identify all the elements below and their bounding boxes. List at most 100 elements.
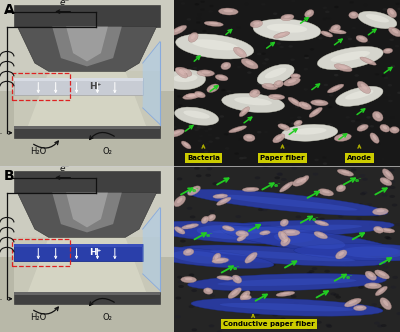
Ellipse shape: [179, 0, 184, 1]
Bar: [14, 78, 143, 81]
Ellipse shape: [274, 81, 284, 88]
Ellipse shape: [220, 199, 227, 203]
Ellipse shape: [238, 105, 243, 107]
Ellipse shape: [346, 36, 351, 39]
Ellipse shape: [296, 242, 302, 245]
Ellipse shape: [178, 281, 183, 284]
Ellipse shape: [200, 126, 204, 129]
Ellipse shape: [182, 224, 198, 229]
Ellipse shape: [380, 228, 395, 233]
Ellipse shape: [194, 128, 199, 131]
Ellipse shape: [330, 58, 334, 61]
Ellipse shape: [199, 49, 203, 52]
Ellipse shape: [250, 89, 260, 97]
Ellipse shape: [191, 298, 383, 316]
Ellipse shape: [248, 301, 253, 304]
Ellipse shape: [283, 184, 290, 189]
Ellipse shape: [386, 49, 390, 51]
Ellipse shape: [339, 65, 348, 69]
Ellipse shape: [301, 248, 306, 251]
Ellipse shape: [238, 41, 242, 43]
Ellipse shape: [312, 231, 317, 234]
Ellipse shape: [364, 14, 368, 16]
Ellipse shape: [336, 40, 340, 42]
Ellipse shape: [212, 225, 362, 233]
Ellipse shape: [341, 171, 350, 174]
Ellipse shape: [384, 229, 391, 231]
Ellipse shape: [216, 197, 231, 206]
Ellipse shape: [215, 255, 218, 259]
Ellipse shape: [316, 321, 322, 324]
Ellipse shape: [280, 182, 293, 192]
Ellipse shape: [390, 116, 394, 119]
Ellipse shape: [270, 110, 274, 112]
Ellipse shape: [280, 318, 286, 321]
Ellipse shape: [272, 232, 278, 235]
Ellipse shape: [239, 138, 244, 140]
Ellipse shape: [236, 26, 241, 29]
Ellipse shape: [266, 223, 271, 226]
Ellipse shape: [224, 9, 233, 12]
Ellipse shape: [346, 116, 350, 119]
Ellipse shape: [239, 107, 250, 117]
Ellipse shape: [382, 194, 388, 197]
Ellipse shape: [229, 291, 234, 294]
Ellipse shape: [347, 95, 352, 97]
Ellipse shape: [194, 91, 205, 98]
Ellipse shape: [228, 288, 241, 298]
Ellipse shape: [197, 126, 201, 129]
Ellipse shape: [291, 295, 297, 298]
Ellipse shape: [281, 178, 287, 181]
Ellipse shape: [288, 45, 293, 48]
Text: H₂O: H₂O: [30, 146, 46, 156]
Ellipse shape: [185, 278, 192, 280]
Ellipse shape: [351, 120, 355, 123]
Ellipse shape: [189, 94, 196, 96]
Ellipse shape: [195, 109, 200, 112]
Ellipse shape: [322, 156, 326, 159]
Ellipse shape: [253, 22, 259, 25]
Bar: [14, 126, 160, 129]
Ellipse shape: [315, 30, 320, 32]
Ellipse shape: [383, 271, 389, 274]
Ellipse shape: [325, 11, 330, 13]
Ellipse shape: [333, 30, 342, 32]
Ellipse shape: [360, 123, 365, 125]
Ellipse shape: [278, 33, 286, 36]
Ellipse shape: [188, 186, 200, 196]
Text: A: A: [4, 3, 14, 17]
Ellipse shape: [264, 44, 269, 47]
Ellipse shape: [286, 31, 291, 33]
Ellipse shape: [260, 231, 270, 235]
Ellipse shape: [224, 133, 228, 135]
Ellipse shape: [334, 24, 338, 26]
Ellipse shape: [380, 111, 385, 113]
Ellipse shape: [345, 90, 374, 100]
Ellipse shape: [310, 48, 314, 50]
Ellipse shape: [385, 186, 390, 189]
Ellipse shape: [170, 25, 187, 35]
Ellipse shape: [358, 204, 364, 207]
Ellipse shape: [262, 231, 268, 233]
Ellipse shape: [197, 70, 214, 76]
Ellipse shape: [326, 324, 331, 327]
Ellipse shape: [173, 131, 180, 134]
Ellipse shape: [191, 193, 196, 196]
Ellipse shape: [395, 223, 400, 226]
Ellipse shape: [372, 111, 383, 121]
Ellipse shape: [183, 93, 200, 100]
Ellipse shape: [361, 80, 365, 83]
Ellipse shape: [230, 52, 234, 54]
Ellipse shape: [390, 39, 394, 41]
Ellipse shape: [293, 128, 326, 134]
Ellipse shape: [329, 94, 334, 97]
Ellipse shape: [236, 230, 249, 237]
Ellipse shape: [326, 17, 331, 20]
Ellipse shape: [367, 93, 372, 96]
Ellipse shape: [322, 190, 330, 193]
Ellipse shape: [184, 111, 210, 119]
Ellipse shape: [239, 232, 246, 234]
Ellipse shape: [291, 122, 295, 125]
Ellipse shape: [186, 189, 388, 216]
Ellipse shape: [244, 3, 249, 5]
